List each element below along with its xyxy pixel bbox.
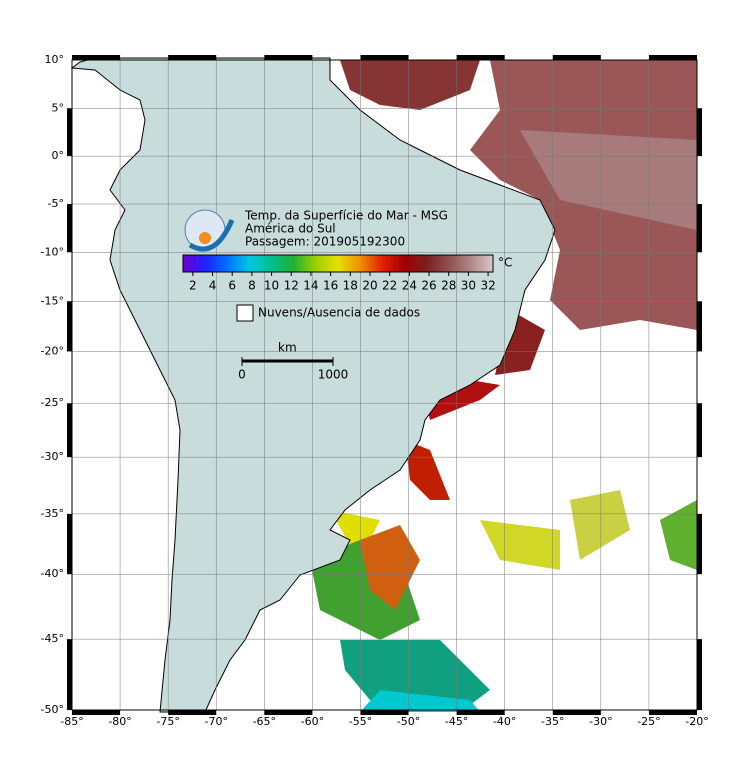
y-tick-label: -45° bbox=[41, 632, 64, 645]
colorbar-tick-label: 20 bbox=[362, 279, 377, 293]
colorbar-tick-label: 10 bbox=[264, 279, 279, 293]
scale-label: 1000 bbox=[318, 368, 349, 382]
sst-patches bbox=[310, 60, 697, 712]
colorbar-tick-label: 16 bbox=[323, 279, 338, 293]
y-tick-label: -25° bbox=[41, 396, 64, 409]
frame-segment bbox=[552, 710, 601, 715]
frame-segment bbox=[552, 55, 601, 60]
x-tick-label: -70° bbox=[204, 715, 227, 728]
y-tick-label: -20° bbox=[41, 344, 64, 357]
y-tick-label: 5° bbox=[52, 101, 65, 114]
colorbar-tick-label: 30 bbox=[461, 279, 476, 293]
x-tick-label: -20° bbox=[685, 715, 708, 728]
frame-segment bbox=[697, 108, 702, 157]
frame-segment bbox=[168, 55, 217, 60]
scale-label: 0 bbox=[238, 368, 246, 382]
frame-segment bbox=[456, 710, 505, 715]
frame-segment bbox=[67, 204, 72, 253]
frame-segment bbox=[697, 639, 702, 710]
y-tick-label: -40° bbox=[41, 567, 64, 580]
x-tick-label: -50° bbox=[397, 715, 420, 728]
frame-segment bbox=[67, 639, 72, 710]
y-tick-label: -35° bbox=[41, 507, 64, 520]
x-tick-label: -25° bbox=[637, 715, 660, 728]
colorbar-tick-label: 6 bbox=[228, 279, 236, 293]
colorbar-tick-label: 4 bbox=[209, 279, 217, 293]
frame-segment bbox=[67, 403, 72, 458]
frame-segment bbox=[360, 55, 409, 60]
colorbar-tick-label: 18 bbox=[343, 279, 358, 293]
frame-segment bbox=[697, 513, 702, 575]
logo bbox=[184, 209, 235, 252]
frame-segment bbox=[72, 55, 121, 60]
title: Temp. da Superfície do Mar - MSG bbox=[244, 209, 448, 223]
colorbar-tick-label: 8 bbox=[248, 279, 256, 293]
y-tick-label: 0° bbox=[52, 149, 65, 162]
region: América do Sul bbox=[245, 222, 336, 236]
frame-segment bbox=[456, 55, 505, 60]
x-tick-label: -30° bbox=[589, 715, 612, 728]
colorbar-tick-label: 12 bbox=[284, 279, 299, 293]
colorbar-tick-label: 32 bbox=[480, 279, 495, 293]
frame-segment bbox=[264, 710, 313, 715]
colorbar-tick-label: 26 bbox=[421, 279, 436, 293]
colorbar-tick-label: 28 bbox=[441, 279, 456, 293]
frame-segment bbox=[648, 55, 697, 60]
frame-segment bbox=[697, 403, 702, 458]
x-tick-label: -35° bbox=[541, 715, 564, 728]
frame-segment bbox=[264, 55, 313, 60]
y-tick-label: -5° bbox=[48, 197, 64, 210]
frame-segment bbox=[72, 710, 121, 715]
x-tick-label: -45° bbox=[445, 715, 468, 728]
y-tick-label: -50° bbox=[41, 703, 64, 716]
scale-unit: km bbox=[278, 341, 297, 355]
colorbar-tick-label: 14 bbox=[303, 279, 318, 293]
x-tick-label: -85° bbox=[60, 715, 83, 728]
colorbar-tick-label: 22 bbox=[382, 279, 397, 293]
colorbar-tick-label: 24 bbox=[402, 279, 417, 293]
x-tick-label: -75° bbox=[156, 715, 179, 728]
colorbar bbox=[182, 254, 494, 273]
frame-segment bbox=[697, 204, 702, 253]
x-tick-label: -60° bbox=[301, 715, 324, 728]
y-tick-label: -10° bbox=[41, 245, 64, 258]
y-tick-label: -15° bbox=[41, 294, 64, 307]
frame-segment bbox=[168, 710, 217, 715]
x-tick-label: -55° bbox=[349, 715, 372, 728]
colorbar-tick-label: 2 bbox=[189, 279, 197, 293]
x-tick-label: -65° bbox=[253, 715, 276, 728]
pass: Passagem: 201905192300 bbox=[245, 235, 405, 249]
frame-segment bbox=[360, 710, 409, 715]
x-tick-label: -80° bbox=[108, 715, 131, 728]
frame-segment bbox=[648, 710, 697, 715]
frame-segment bbox=[67, 513, 72, 575]
x-tick-label: -40° bbox=[493, 715, 516, 728]
frame-segment bbox=[67, 108, 72, 157]
frame-segment bbox=[697, 301, 702, 352]
frame-segment bbox=[67, 301, 72, 352]
legend-label: Nuvens/Ausencia de dados bbox=[258, 306, 420, 320]
legend-swatch bbox=[236, 304, 254, 322]
frame bbox=[71, 59, 698, 711]
y-tick-label: -30° bbox=[41, 450, 64, 463]
colorbar-unit: °C bbox=[498, 256, 512, 270]
y-tick-label: 10° bbox=[45, 53, 65, 66]
